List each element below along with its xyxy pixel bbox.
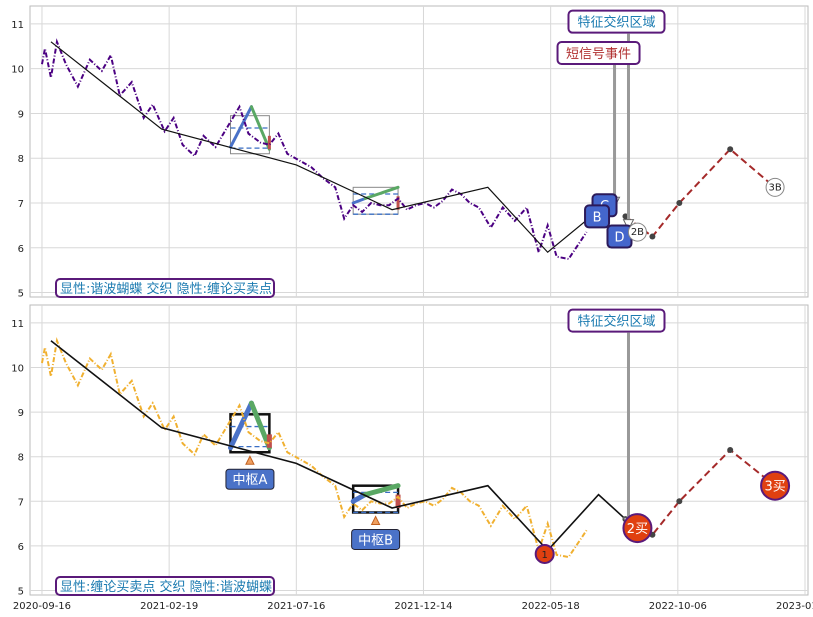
y-tick-label: 8: [18, 154, 24, 165]
x-tick-label: 2023-01-19: [776, 601, 813, 612]
x-tick-label: 2020-09-16: [13, 601, 71, 612]
series-price: [40, 337, 588, 559]
center-leg: [363, 185, 400, 201]
annotation-box: [567, 9, 666, 34]
projection-point: [676, 199, 683, 206]
buy-point-label: 1: [541, 550, 547, 561]
signal-marker: [760, 470, 791, 501]
projection-point: [649, 233, 656, 240]
annotation-label: 短信号事件: [566, 47, 631, 62]
y-tick-label: 9: [18, 408, 24, 419]
buy-point-marker: [534, 543, 555, 564]
chart-panel-top: 567891011特征交织区域短信号事件CBD2B3B显性:谐波蝴蝶 交织 隐性…: [11, 5, 809, 300]
center-label-box: [351, 528, 401, 550]
annotation-label: 特征交织区域: [577, 15, 655, 31]
center-leg: [249, 105, 271, 151]
projection-point: [727, 447, 734, 453]
center-leg: [351, 197, 367, 205]
y-tick-label: 11: [11, 20, 24, 31]
projection-point: [676, 498, 683, 505]
signal-marker: [627, 222, 647, 242]
series-zigzag: [50, 41, 608, 254]
center-label-box: [225, 468, 275, 490]
point-badge: [584, 204, 611, 229]
annotation-box: [556, 41, 641, 66]
arrow-icon: [245, 455, 255, 465]
signal-label: 2买: [627, 522, 648, 537]
arrow-icon: [370, 515, 381, 525]
x-tick-label: 2022-10-06: [649, 601, 707, 612]
y-tick-label: 7: [18, 199, 24, 210]
series-zigzag: [50, 340, 627, 552]
plot-area: [29, 5, 809, 298]
center-box: [229, 115, 270, 155]
y-tick-label: 5: [18, 289, 24, 300]
center-leg: [228, 105, 253, 149]
projection-point: [622, 213, 629, 220]
x-tick-label: 2022-05-18: [522, 601, 580, 612]
center-leg: [227, 400, 254, 451]
annotation-label: 特征交织区域: [577, 314, 655, 330]
center-label: 中枢A: [232, 473, 267, 488]
y-tick-label: 6: [18, 542, 24, 553]
signal-label: 3买: [764, 480, 785, 495]
signal-label: 2B: [631, 227, 644, 238]
y-tick-label: 8: [18, 453, 24, 464]
legend-box: [55, 576, 275, 596]
signal-marker: [622, 513, 653, 544]
signal-marker: [765, 177, 785, 197]
point-badge-label: B: [593, 210, 602, 225]
legend-text: 显性:缠论买卖点 交织 隐性:谐波蝴蝶: [60, 579, 272, 595]
projection-point: [727, 146, 734, 153]
signal-label: 3B: [768, 182, 781, 193]
y-tick-label: 7: [18, 497, 24, 508]
legend-text: 显性:谐波蝴蝶 交织 隐性:缠论买卖点: [60, 281, 272, 297]
y-tick-label: 10: [11, 65, 24, 76]
x-tick-label: 2021-12-14: [394, 601, 452, 612]
y-tick-label: 9: [18, 109, 24, 120]
plot-area: [29, 304, 809, 596]
y-tick-label: 10: [11, 363, 24, 374]
annotation-box: [567, 308, 666, 333]
y-tick-label: 11: [11, 319, 24, 330]
x-tick-label: 2021-02-19: [140, 601, 198, 612]
point-badge-label: D: [614, 231, 624, 246]
chart-panel-bottom: 5 6 7 8 9 10 11 2020-09-16 2021-02-19 2021-07-16 2…: [11, 304, 813, 612]
legend-box: [55, 278, 275, 298]
center-box: [229, 413, 271, 454]
center-leg: [248, 400, 272, 451]
y-tick-label: 6: [18, 244, 24, 255]
y-tick-label: 5: [18, 587, 24, 598]
x-tick-label: 2021-07-16: [267, 601, 325, 612]
center-leg: [362, 483, 401, 498]
center-label: 中枢B: [358, 533, 393, 548]
